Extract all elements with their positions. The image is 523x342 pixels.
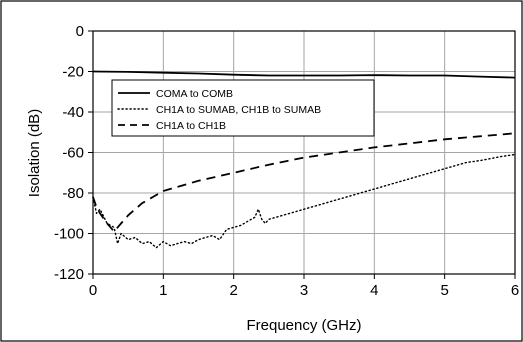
tick-labels: 0 1 2 3 4 5 6 0 -20 -40 -60 -80 -100 -120 (54, 23, 519, 299)
x-tick-label: 0 (89, 282, 97, 299)
legend: COMA to COMB CH1A to SUMAB, CH1B to SUMA… (111, 79, 375, 137)
x-tick-label: 3 (300, 282, 308, 299)
y-tick-label: -20 (62, 64, 84, 81)
x-tick-label: 2 (229, 282, 237, 299)
legend-box (111, 79, 375, 137)
legend-label-ch1a-sumab: CH1A to SUMAB, CH1B to SUMAB (156, 104, 321, 116)
x-tick-label: 4 (370, 282, 378, 299)
x-tick-label: 5 (440, 282, 448, 299)
series-line-ch1a-ch1b (92, 132, 516, 233)
y-tick-label: -40 (62, 104, 84, 121)
x-axis-title: Frequency (GHz) (246, 317, 361, 334)
y-tick-label: -100 (54, 226, 84, 243)
x-tick-label: 6 (511, 282, 519, 299)
series-line-coma-comb (92, 70, 516, 79)
series-lines (92, 70, 516, 249)
y-tick-label: -60 (62, 145, 84, 162)
x-tick-label: 1 (159, 282, 167, 299)
y-tick-label: -80 (62, 185, 84, 202)
y-axis-title: Isolation (dB) (26, 109, 43, 197)
series-line-ch1a-sumab (92, 153, 516, 249)
legend-label-coma-comb: COMA to COMB (156, 88, 233, 100)
legend-label-ch1a-ch1b: CH1A to CH1B (156, 120, 226, 132)
y-tick-label: -120 (54, 266, 84, 283)
y-tick-label: 0 (76, 23, 84, 40)
ticks (88, 30, 516, 279)
